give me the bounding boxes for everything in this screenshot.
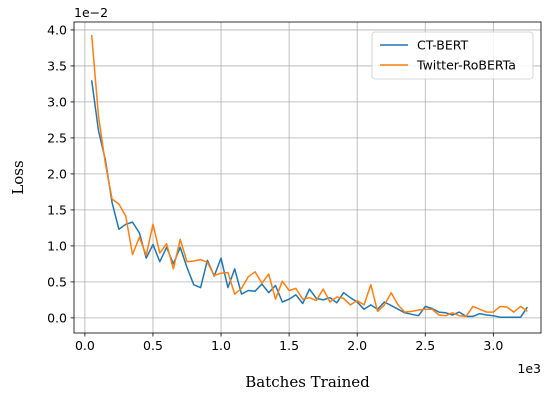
y-offset-label: 1e−2: [74, 5, 108, 20]
legend-label: CT-BERT: [417, 38, 469, 53]
y-tick-label: 0.0: [47, 310, 67, 325]
y-tick-label: 1.0: [47, 238, 67, 253]
plot-frame: [73, 21, 542, 334]
x-offset-label: 1e3: [517, 361, 541, 376]
y-tick-label: 2.5: [47, 130, 67, 145]
y-axis-title: Loss: [9, 160, 27, 194]
legend-label: Twitter-RoBERTa: [416, 58, 516, 73]
x-tick-label: 2.0: [347, 338, 367, 353]
x-tick-label: 1.5: [279, 338, 299, 353]
x-tick-label: 0.0: [75, 338, 95, 353]
x-tick-label: 0.5: [143, 338, 163, 353]
x-axis-title: Batches Trained: [245, 373, 370, 391]
x-tick-label: 1.0: [211, 338, 231, 353]
x-tick-label: 3.0: [483, 338, 503, 353]
y-tick-label: 3.0: [47, 94, 67, 109]
series-lines: [90, 34, 529, 318]
y-tick-label: 0.5: [47, 274, 67, 289]
y-tick-label: 4.0: [47, 22, 67, 37]
axis-ticks: 0.0 0.5 1.0 1.5 2.0 2.5 3.0 0.0 0.5 1.0 1.5 2.0 2.5 3…: [47, 22, 503, 353]
legend-box: [371, 31, 534, 80]
x-tick-label: 2.5: [415, 338, 435, 353]
series-line-twitter-roberta: [90, 34, 528, 318]
y-tick-label: 2.0: [47, 166, 67, 181]
y-tick-label: 3.5: [47, 58, 67, 73]
legend: CT-BERT Twitter-RoBERTa: [371, 31, 534, 80]
y-tick-label: 1.5: [47, 202, 67, 217]
